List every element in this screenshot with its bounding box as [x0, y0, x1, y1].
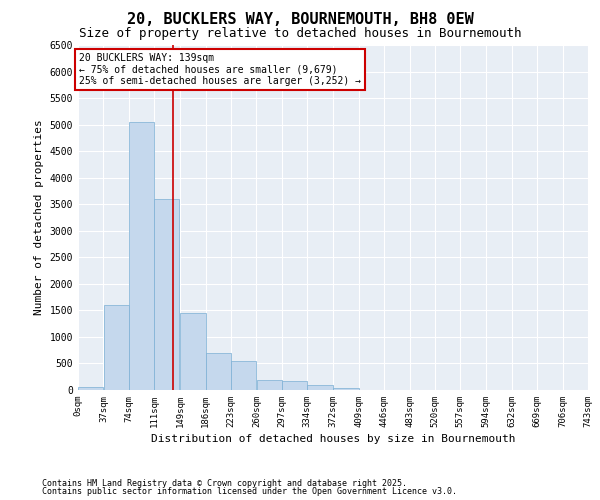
Bar — [282, 381, 307, 390]
Text: Size of property relative to detached houses in Bournemouth: Size of property relative to detached ho… — [79, 28, 521, 40]
Bar — [78, 387, 103, 390]
Bar — [231, 361, 256, 390]
Bar — [307, 384, 332, 390]
Y-axis label: Number of detached properties: Number of detached properties — [34, 120, 44, 316]
Text: Contains HM Land Registry data © Crown copyright and database right 2025.: Contains HM Land Registry data © Crown c… — [42, 478, 407, 488]
Bar — [129, 122, 154, 390]
Bar — [104, 305, 128, 390]
Bar — [181, 313, 206, 390]
Bar — [334, 388, 359, 390]
Bar — [206, 353, 231, 390]
Text: 20, BUCKLERS WAY, BOURNEMOUTH, BH8 0EW: 20, BUCKLERS WAY, BOURNEMOUTH, BH8 0EW — [127, 12, 473, 28]
Bar — [257, 380, 282, 390]
Text: Contains public sector information licensed under the Open Government Licence v3: Contains public sector information licen… — [42, 487, 457, 496]
X-axis label: Distribution of detached houses by size in Bournemouth: Distribution of detached houses by size … — [151, 434, 515, 444]
Text: 20 BUCKLERS WAY: 139sqm
← 75% of detached houses are smaller (9,679)
25% of semi: 20 BUCKLERS WAY: 139sqm ← 75% of detache… — [79, 53, 361, 86]
Bar — [154, 199, 179, 390]
